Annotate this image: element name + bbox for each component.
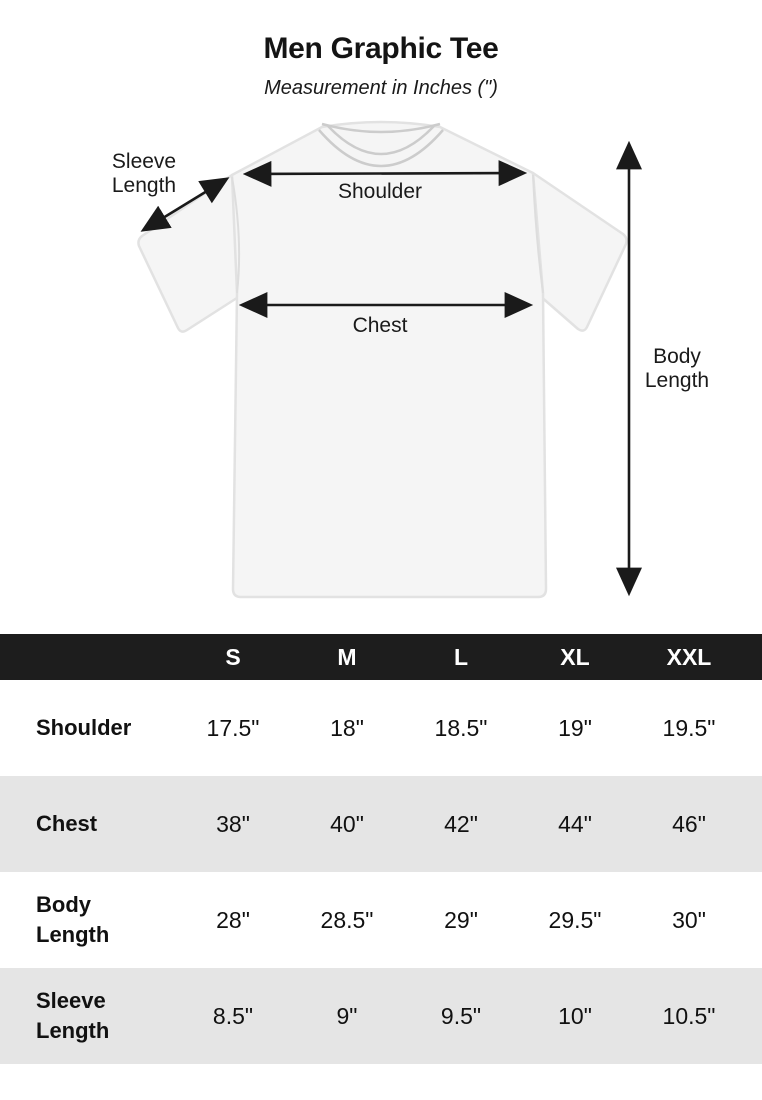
table-row-body-length: Body Length 28" 28.5" 29" 29.5" 30" — [0, 872, 762, 968]
body-length-label-line2: Length — [645, 369, 709, 392]
sleeve-length-value-l: 9.5" — [440, 1002, 482, 1029]
size-chart-table: S M L XL XXL Shoulder 17.5" 18" 18.5" 19… — [0, 634, 762, 1064]
row-label-sleeve-length: Sleeve Length — [36, 988, 110, 1043]
body-length-value-l: 29" — [444, 906, 478, 933]
table-row-sleeve-length: Sleeve Length 8.5" 9" 9.5" 10" 10.5" — [0, 968, 762, 1064]
tshirt-body-shape — [230, 120, 548, 599]
body-length-value-s: 28" — [216, 906, 250, 933]
page-title: Men Graphic Tee — [263, 32, 499, 65]
chest-value-s: 38" — [216, 810, 250, 837]
body-length-value-xl: 29.5" — [548, 906, 602, 933]
right-armhole-seam — [532, 174, 544, 294]
table-row-chest: Chest 38" 40" 42" 44" 46" — [0, 776, 762, 872]
table-row-shoulder: Shoulder 17.5" 18" 18.5" 19" 19.5" — [0, 680, 762, 776]
header-size-l: L — [453, 643, 469, 670]
shoulder-value-xl: 19" — [558, 714, 592, 741]
header-empty-cell — [0, 634, 176, 680]
tshirt-left-sleeve-shape — [137, 173, 242, 333]
shoulder-value-l: 18.5" — [434, 714, 488, 741]
tshirt-right-sleeve-shape — [531, 171, 628, 332]
size-header-row: S M L XL XXL — [0, 634, 762, 680]
shoulder-value-m: 18" — [330, 714, 364, 741]
chest-value-l: 42" — [444, 810, 478, 837]
tshirt-measurement-diagram: Shoulder Chest Sleeve Length Body Length — [0, 100, 762, 634]
header-size-m: M — [337, 643, 357, 670]
header-spacer-cell — [746, 634, 762, 680]
row-label-body-length: Body Length — [36, 892, 110, 947]
title-block: Men Graphic Tee Measurement in Inches ("… — [0, 0, 762, 100]
shoulder-arrow — [242, 160, 528, 187]
shoulder-value-s: 17.5" — [206, 714, 260, 741]
collar-back-line — [321, 122, 441, 134]
row-label-chest: Chest — [36, 811, 98, 837]
chest-value-xl: 44" — [558, 810, 592, 837]
sleeve-length-value-s: 8.5" — [212, 1002, 254, 1029]
sleeve-length-value-xl: 10" — [558, 1002, 592, 1029]
sleeve-length-value-m: 9" — [336, 1002, 358, 1029]
row-label-shoulder: Shoulder — [36, 715, 132, 741]
body-length-label-line1: Body — [653, 345, 701, 368]
page-subtitle: Measurement in Inches (") — [264, 77, 498, 99]
chest-value-xxl: 46" — [672, 810, 706, 837]
header-size-xl: XL — [560, 643, 590, 670]
header-size-xxl: XXL — [666, 643, 712, 670]
body-length-value-xxl: 30" — [672, 906, 706, 933]
sleeve-length-label-line2: Length — [112, 174, 176, 197]
header-size-s: S — [225, 643, 241, 670]
shoulder-label: Shoulder — [338, 180, 422, 203]
sleeve-length-label-line1: Sleeve — [112, 150, 176, 173]
sleeve-length-value-xxl: 10.5" — [662, 1002, 716, 1029]
shoulder-value-xxl: 19.5" — [662, 714, 716, 741]
body-length-value-m: 28.5" — [320, 906, 374, 933]
chest-label: Chest — [353, 314, 408, 337]
sleeve-length-arrow — [140, 177, 230, 232]
tshirt-diagram-svg: Shoulder Chest Sleeve Length Body Length — [112, 120, 709, 599]
chest-value-m: 40" — [330, 810, 364, 837]
collar-inner-line — [327, 125, 435, 156]
left-armhole-seam — [231, 176, 241, 294]
